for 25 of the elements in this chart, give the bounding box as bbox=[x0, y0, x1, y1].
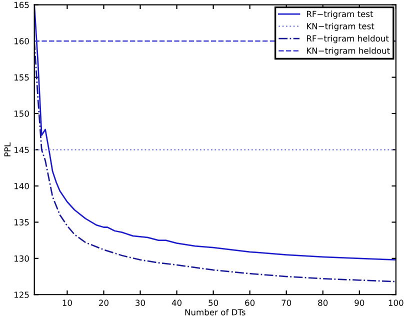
y-tick-label: 155 bbox=[14, 74, 29, 81]
legend-label: KN−trigram test bbox=[306, 22, 374, 31]
x-axis-title: Number of DTs bbox=[185, 308, 246, 316]
x-tick-label: 100 bbox=[388, 300, 404, 306]
y-tick-label: 160 bbox=[14, 38, 29, 44]
x-tick-label: 60 bbox=[245, 300, 255, 306]
y-tick-label: 130 bbox=[14, 255, 29, 262]
legend-label: RF−trigram test bbox=[306, 10, 374, 19]
y-tick-label: 150 bbox=[14, 110, 29, 117]
x-tick-label: 10 bbox=[62, 300, 72, 306]
y-axis-title: PPL bbox=[4, 142, 10, 156]
x-tick-label: 70 bbox=[282, 300, 292, 306]
y-tick-label: 145 bbox=[14, 146, 29, 154]
y-tick-label: 135 bbox=[14, 219, 29, 226]
legend-label: RF−trigram heldout bbox=[306, 35, 389, 44]
x-tick-label: 90 bbox=[354, 300, 364, 306]
x-tick-label: 50 bbox=[208, 300, 218, 306]
y-tick-label: 125 bbox=[14, 292, 29, 298]
x-tick-label: 20 bbox=[99, 300, 108, 306]
x-tick-label: 80 bbox=[318, 300, 328, 306]
x-tick-label: 30 bbox=[136, 300, 146, 306]
y-tick-label: 140 bbox=[14, 182, 29, 190]
x-tick-label: 40 bbox=[172, 300, 182, 306]
y-tick-label: 165 bbox=[14, 2, 29, 8]
legend-label: KN−trigram heldout bbox=[306, 47, 390, 56]
